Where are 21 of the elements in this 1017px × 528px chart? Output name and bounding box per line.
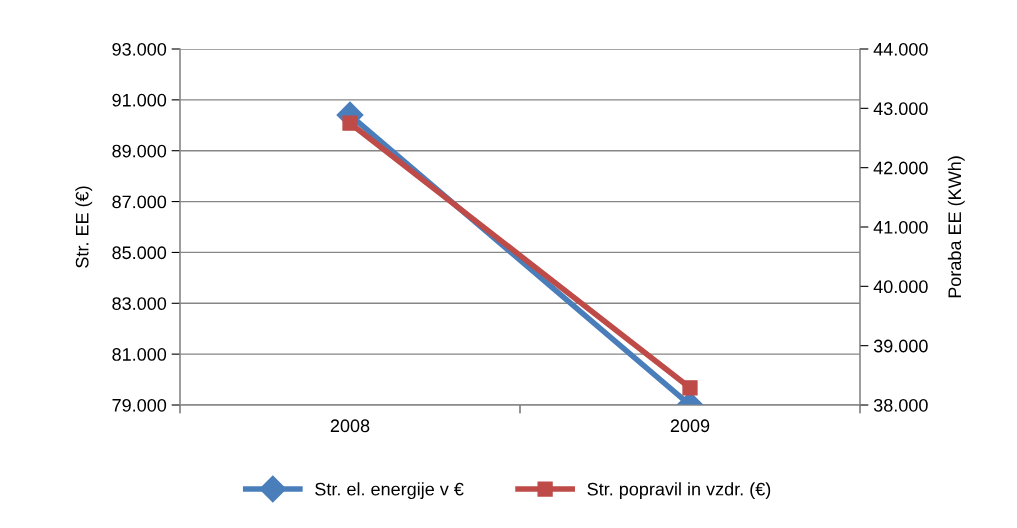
legend-label: Str. el. energije v € <box>315 482 464 500</box>
x-tick-label: 2009 <box>670 419 710 433</box>
y-tick-label: 83.000 <box>112 297 167 311</box>
legend-label: Str. popravil in vzdr. (€) <box>587 482 771 500</box>
y-tick-label: 89.000 <box>112 144 167 158</box>
y-tick-label: 91.000 <box>112 93 167 107</box>
y2-tick-label: 40.000 <box>873 280 928 294</box>
x-tick-label: 2008 <box>330 419 370 433</box>
y-tick-label: 93.000 <box>112 42 167 56</box>
y2-tick-label: 41.000 <box>873 220 928 234</box>
y-tick-label: 87.000 <box>112 195 167 209</box>
y-tick-label: 81.000 <box>112 348 167 361</box>
y2-tick-label: 44.000 <box>873 42 928 56</box>
y2-axis-title: Poraba EE (KWh) <box>947 156 965 298</box>
y-tick-label: 79.000 <box>112 398 167 412</box>
y-tick-label: 85.000 <box>112 246 167 260</box>
y2-tick-label: 43.000 <box>873 102 928 116</box>
y2-tick-label: 38.000 <box>873 398 928 412</box>
y-axis-title: Str. EE (€) <box>75 186 93 268</box>
y2-tick-label: 42.000 <box>873 161 928 175</box>
y2-tick-label: 39.000 <box>873 339 928 353</box>
